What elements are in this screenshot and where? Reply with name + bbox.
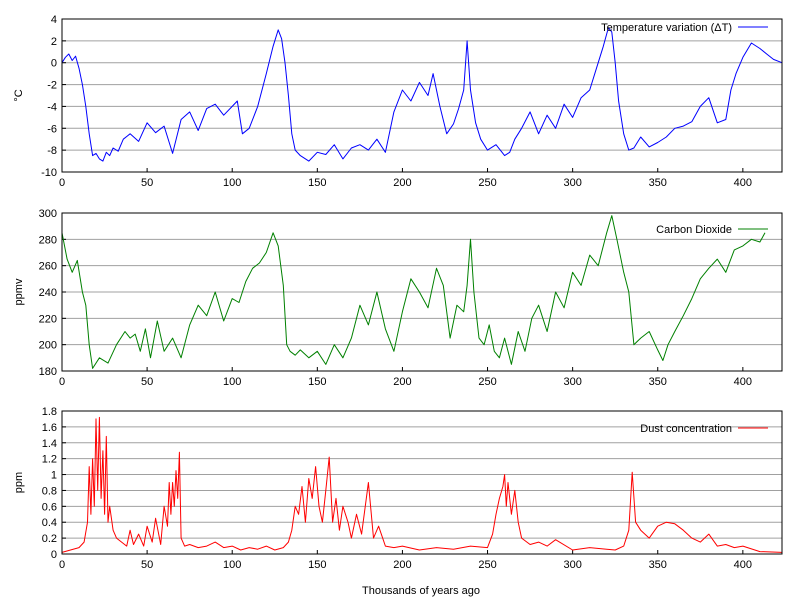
- temperature-x-tick-label: 250: [478, 177, 496, 189]
- carbon-dioxide-y-tick-label: 200: [39, 340, 57, 352]
- carbon-dioxide-series-line: [61, 215, 766, 369]
- temperature-y-tick-label: 2: [51, 36, 57, 48]
- temperature-y-tick-label: -2: [47, 80, 57, 92]
- carbon-dioxide-y-tick-label: 260: [39, 261, 57, 273]
- carbon-dioxide-x-tick-label: 300: [563, 376, 581, 388]
- dust-y-tick-label: 0.2: [42, 533, 57, 545]
- dust-x-tick-label: 0: [59, 559, 65, 571]
- carbon-dioxide-x-tick-label: 400: [734, 376, 752, 388]
- carbon-dioxide-y-tick-label: 180: [39, 366, 57, 378]
- temperature-y-tick-label: 4: [51, 14, 57, 26]
- carbon-dioxide-x-tick-label: 50: [141, 376, 153, 388]
- carbon-dioxide-x-tick-label: 0: [59, 376, 65, 388]
- carbon-dioxide-x-tick-label: 100: [223, 376, 241, 388]
- carbon-dioxide-panel: 180 200 220 240 260 280 300 0 50 100 150 200 250 300 3…: [13, 208, 783, 388]
- temperature-series-line: [61, 27, 783, 162]
- carbon-dioxide-x-tick-label: 350: [649, 376, 667, 388]
- carbon-dioxide-y-tick-label: 240: [39, 287, 57, 299]
- temperature-x-tick-label: 300: [563, 177, 581, 189]
- temperature-x-tick-label: 150: [308, 177, 326, 189]
- temperature-panel: -10 -8 -6 -4 -2 0 2 4 0 50 100 150 200 250 300 350 400 Te…: [13, 14, 783, 189]
- carbon-dioxide-x-tick-label: 250: [478, 376, 496, 388]
- temperature-x-tick-label: 200: [393, 177, 411, 189]
- temperature-x-tick-label: 0: [59, 177, 65, 189]
- carbon-dioxide-y-tick-label: 280: [39, 234, 57, 246]
- temperature-y-tick-label: -4: [47, 101, 57, 113]
- temperature-x-tick-label: 50: [141, 177, 153, 189]
- carbon-dioxide-y-axis-title: ppmv: [13, 278, 25, 305]
- carbon-dioxide-plot-frame: [61, 212, 783, 372]
- dust-x-tick-label: 150: [308, 559, 326, 571]
- dust-y-tick-label: 0.6: [42, 501, 57, 513]
- temperature-y-tick-label: -10: [41, 167, 57, 179]
- carbon-dioxide-legend-label: Carbon Dioxide: [656, 224, 732, 236]
- x-axis-title: Thousands of years ago: [362, 585, 480, 597]
- carbon-dioxide-y-tick-label: 300: [39, 208, 57, 220]
- dust-legend-label: Dust concentration: [640, 423, 732, 435]
- dust-y-tick-label: 1.8: [42, 406, 57, 418]
- carbon-dioxide-x-tick-label: 200: [393, 376, 411, 388]
- temperature-x-tick-label: 100: [223, 177, 241, 189]
- dust-y-tick-label: 0.8: [42, 485, 57, 497]
- temperature-legend-label: Temperature variation (ΔT): [601, 22, 732, 34]
- dust-x-tick-label: 50: [141, 559, 153, 571]
- dust-x-tick-label: 350: [649, 559, 667, 571]
- carbon-dioxide-x-tick-label: 150: [308, 376, 326, 388]
- dust-x-tick-label: 300: [563, 559, 581, 571]
- temperature-y-tick-label: -8: [47, 145, 57, 157]
- dust-y-tick-label: 0.4: [42, 517, 57, 529]
- dust-y-tick-label: 1.6: [42, 422, 57, 434]
- temperature-y-tick-label: 0: [51, 58, 57, 70]
- dust-y-tick-label: 1: [51, 470, 57, 482]
- dust-panel: 0 0.2 0.4 0.6 0.8 1 1.2 1.4 1.6 1.8 0 50 100 150 200 25…: [13, 406, 783, 571]
- dust-y-axis-title: ppm: [13, 472, 25, 493]
- temperature-x-tick-label: 400: [734, 177, 752, 189]
- dust-x-tick-label: 250: [478, 559, 496, 571]
- dust-series-line: [61, 416, 783, 553]
- temperature-plot-frame: [61, 18, 783, 173]
- dust-x-tick-label: 100: [223, 559, 241, 571]
- temperature-y-axis-title: °C: [13, 89, 25, 101]
- dust-y-tick-label: 0: [51, 549, 57, 561]
- dust-y-tick-label: 1.2: [42, 454, 57, 466]
- dust-plot-frame: [61, 410, 783, 555]
- dust-x-tick-label: 400: [734, 559, 752, 571]
- temperature-x-tick-label: 350: [649, 177, 667, 189]
- carbon-dioxide-y-tick-label: 220: [39, 313, 57, 325]
- temperature-y-tick-label: -6: [47, 123, 57, 135]
- dust-x-tick-label: 200: [393, 559, 411, 571]
- dust-y-tick-label: 1.4: [42, 438, 57, 450]
